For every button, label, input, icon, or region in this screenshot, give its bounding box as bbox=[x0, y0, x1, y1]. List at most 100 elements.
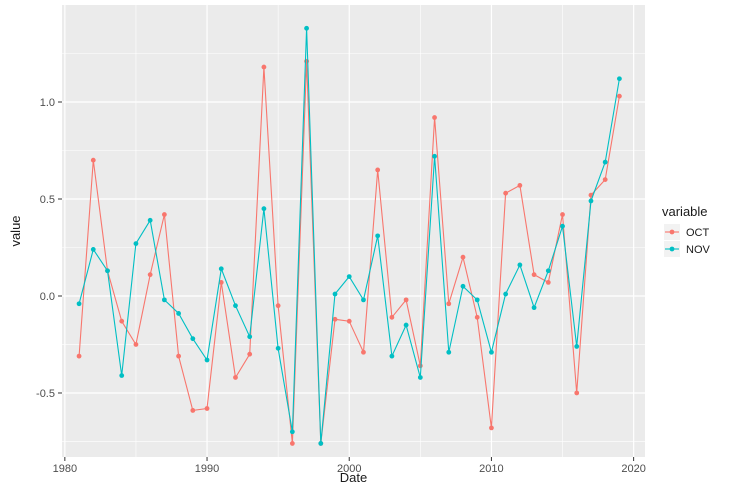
data-point-nov bbox=[176, 311, 182, 316]
data-point-nov bbox=[218, 266, 224, 272]
data-point-nov bbox=[588, 198, 594, 204]
data-point-nov bbox=[503, 291, 509, 297]
x-tick-label: 1980 bbox=[53, 463, 77, 475]
data-point-nov bbox=[147, 217, 153, 223]
data-point-oct bbox=[375, 167, 381, 173]
data-point-oct bbox=[545, 280, 551, 285]
legend-title: variable bbox=[662, 204, 708, 219]
data-point-nov bbox=[304, 25, 309, 31]
data-point-oct bbox=[403, 297, 409, 303]
x-tick-label: 2000 bbox=[337, 463, 361, 475]
data-point-oct bbox=[332, 316, 338, 322]
data-point-oct bbox=[275, 303, 281, 309]
data-point-nov bbox=[617, 76, 622, 82]
data-point-oct bbox=[617, 93, 622, 99]
data-point-oct bbox=[119, 318, 125, 324]
data-point-oct bbox=[346, 318, 352, 324]
data-point-nov bbox=[161, 297, 167, 303]
data-point-nov bbox=[432, 153, 437, 159]
data-point-oct bbox=[261, 64, 267, 70]
data-point-oct bbox=[574, 390, 580, 396]
y-tick-label: 0.0 bbox=[40, 291, 55, 303]
x-tick-label: 2020 bbox=[621, 463, 645, 475]
data-point-oct bbox=[361, 349, 366, 355]
data-point-nov bbox=[602, 159, 608, 165]
data-point-oct bbox=[417, 363, 423, 369]
data-point-nov bbox=[375, 233, 381, 239]
data-point-nov bbox=[275, 345, 281, 351]
data-point-nov bbox=[517, 262, 523, 268]
data-point-nov bbox=[545, 268, 551, 274]
data-point-nov bbox=[574, 344, 580, 349]
series-nov bbox=[76, 25, 622, 446]
data-point-nov bbox=[417, 375, 423, 380]
data-point-oct bbox=[289, 441, 295, 446]
data-point-oct bbox=[531, 272, 537, 278]
data-point-nov bbox=[560, 223, 565, 229]
data-point-nov bbox=[361, 297, 366, 303]
legend: variable OCT NOV bbox=[662, 204, 711, 257]
data-point-nov bbox=[474, 297, 480, 303]
data-point-oct bbox=[190, 408, 196, 413]
data-point-nov bbox=[489, 349, 494, 355]
legend-label-nov: NOV bbox=[686, 244, 711, 256]
data-point-oct bbox=[133, 342, 139, 347]
x-axis-title: Date bbox=[340, 470, 367, 485]
data-point-oct bbox=[489, 425, 494, 431]
data-point-oct bbox=[218, 280, 224, 285]
y-axis: -0.5 0.0 0.5 1.0 bbox=[36, 97, 62, 400]
data-point-nov bbox=[531, 305, 537, 311]
data-point-oct bbox=[204, 406, 210, 411]
y-axis-title: value bbox=[8, 215, 23, 246]
data-point-nov bbox=[318, 441, 324, 446]
y-tick-label: 0.5 bbox=[40, 194, 55, 206]
x-tick-label: 1990 bbox=[195, 463, 219, 475]
data-point-oct bbox=[432, 115, 437, 120]
y-tick-label: -0.5 bbox=[36, 388, 55, 400]
data-point-oct bbox=[560, 212, 565, 217]
data-point-nov bbox=[389, 353, 395, 359]
data-point-nov bbox=[119, 373, 125, 378]
legend-key-point bbox=[669, 229, 675, 235]
y-tick-label: 1.0 bbox=[40, 97, 55, 109]
data-point-nov bbox=[289, 429, 295, 435]
data-point-nov bbox=[190, 336, 196, 342]
data-point-oct bbox=[233, 375, 238, 380]
data-point-oct bbox=[176, 353, 182, 359]
data-point-nov bbox=[233, 303, 238, 309]
grid-minor bbox=[62, 5, 645, 457]
data-point-oct bbox=[503, 190, 509, 196]
plot-panel bbox=[62, 5, 645, 457]
legend-label-oct: OCT bbox=[686, 227, 710, 239]
data-point-oct bbox=[90, 157, 96, 163]
data-point-oct bbox=[161, 212, 167, 217]
data-point-oct bbox=[389, 314, 395, 320]
x-tick-label: 2010 bbox=[479, 463, 503, 475]
data-point-nov bbox=[76, 301, 82, 307]
legend-key-point bbox=[669, 246, 675, 252]
legend-item-nov: NOV bbox=[664, 241, 711, 257]
data-point-oct bbox=[602, 177, 608, 182]
legend-item-oct: OCT bbox=[664, 224, 710, 240]
data-point-nov bbox=[133, 241, 139, 247]
data-point-nov bbox=[332, 291, 338, 297]
data-point-oct bbox=[474, 314, 480, 320]
data-point-oct bbox=[460, 254, 466, 260]
data-point-oct bbox=[247, 351, 253, 357]
data-point-nov bbox=[403, 322, 409, 328]
data-point-oct bbox=[446, 301, 452, 307]
data-point-oct bbox=[517, 183, 523, 188]
data-point-nov bbox=[346, 274, 352, 279]
x-axis: 1980 1990 2000 2010 2020 bbox=[53, 457, 646, 475]
data-point-nov bbox=[105, 268, 110, 274]
data-point-oct bbox=[147, 272, 153, 278]
data-point-nov bbox=[204, 357, 210, 363]
data-point-nov bbox=[460, 283, 466, 289]
data-point-nov bbox=[247, 334, 253, 340]
grid-major bbox=[62, 5, 645, 457]
series-layer bbox=[76, 25, 622, 446]
data-point-nov bbox=[90, 247, 96, 252]
data-point-nov bbox=[446, 349, 452, 355]
data-point-nov bbox=[261, 206, 267, 212]
